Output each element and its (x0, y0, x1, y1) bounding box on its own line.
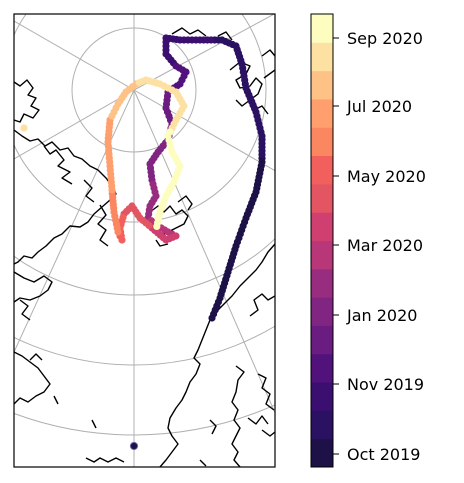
colorbar-band (311, 155, 333, 185)
colorbar-band (311, 410, 333, 440)
colorbar-band (311, 240, 333, 270)
colorbar-tick-label: May 2020 (347, 167, 426, 186)
colorbar-tick-label: Sep 2020 (347, 29, 423, 48)
colorbar-band (311, 42, 333, 72)
coastline (14, 27, 275, 467)
colorbar-tick-label: Mar 2020 (347, 236, 423, 255)
colorbar-tick-label: Jul 2020 (346, 97, 412, 116)
track-point (153, 222, 161, 230)
colorbar-band (311, 297, 333, 326)
colorbar-band (311, 98, 333, 128)
drift-track-points (20, 34, 266, 451)
colorbar-band (311, 268, 333, 298)
colorbar-band (311, 14, 333, 43)
track-point (20, 124, 28, 132)
colorbar-band (311, 70, 333, 100)
colorbar-ticks: Sep 2020 Jul 2020 May 2020 Mar 2020 Jan 2020… (333, 29, 426, 464)
colorbar-frame (310, 13, 334, 468)
colorbar-tick-label: Nov 2019 (347, 375, 424, 394)
map-frame (13, 13, 276, 468)
colorbar-band (311, 382, 333, 411)
colorbar-bands (311, 14, 333, 468)
colorbar-band (311, 325, 333, 355)
colorbar-tick-label: Oct 2019 (347, 445, 420, 464)
colorbar-band (311, 127, 333, 157)
track-point (129, 441, 139, 451)
colorbar-tick-label: Jan 2020 (346, 306, 417, 325)
colorbar-band (311, 353, 333, 383)
colorbar-band (311, 183, 333, 213)
colorbar-band (311, 212, 333, 241)
colorbar-band (311, 438, 333, 468)
